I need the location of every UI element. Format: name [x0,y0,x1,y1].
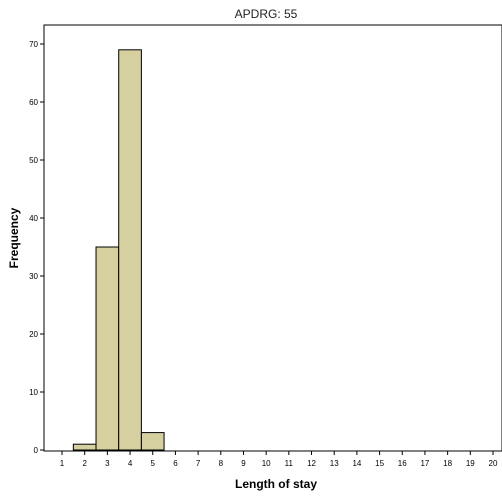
y-axis-label: Frequency [7,207,21,268]
y-tick-label-60: 60 [29,98,38,107]
x-tick-label-6: 6 [173,459,178,468]
y-tick-label-0: 0 [34,446,39,455]
x-tick-label-5: 5 [151,459,156,468]
chart-title: APDRG: 55 [235,7,298,21]
x-tick-label-16: 16 [398,459,407,468]
x-tick-label-11: 11 [285,459,294,468]
y-tick-label-10: 10 [29,388,38,397]
x-tick-label-17: 17 [420,459,429,468]
y-tick-label-70: 70 [29,40,38,49]
x-tick-label-19: 19 [466,459,475,468]
x-tick-label-12: 12 [307,459,316,468]
bars-group [72,49,165,451]
x-tick-label-13: 13 [330,459,339,468]
x-tick-label-14: 14 [352,459,361,468]
x-tick-label-1: 1 [60,459,65,468]
x-tick-label-10: 10 [262,459,271,468]
x-tick-label-8: 8 [219,459,224,468]
x-tick-label-18: 18 [443,459,452,468]
x-axis-label: Length of stay [235,477,317,491]
y-tick-label-40: 40 [29,214,38,223]
x-tick-label-3: 3 [105,459,110,468]
histogram-bar-3 [95,246,120,451]
x-tick-label-7: 7 [196,459,201,468]
x-axis: 1 2 3 4 5 6 7 8 9 10 11 12 13 14 15 16 17 18 19 20 [60,451,498,468]
x-tick-label-20: 20 [489,459,498,468]
y-axis: 0 10 20 30 40 50 60 70 [29,40,44,455]
x-tick-label-2: 2 [82,459,87,468]
x-tick-label-9: 9 [241,459,246,468]
histogram-bar-2 [72,443,97,451]
histogram-bar-5 [140,432,165,451]
histogram-bar-4 [118,49,142,451]
y-tick-label-20: 20 [29,330,38,339]
y-tick-label-30: 30 [29,272,38,281]
x-tick-label-4: 4 [128,459,133,468]
y-tick-label-50: 50 [29,156,38,165]
x-tick-label-15: 15 [375,459,384,468]
